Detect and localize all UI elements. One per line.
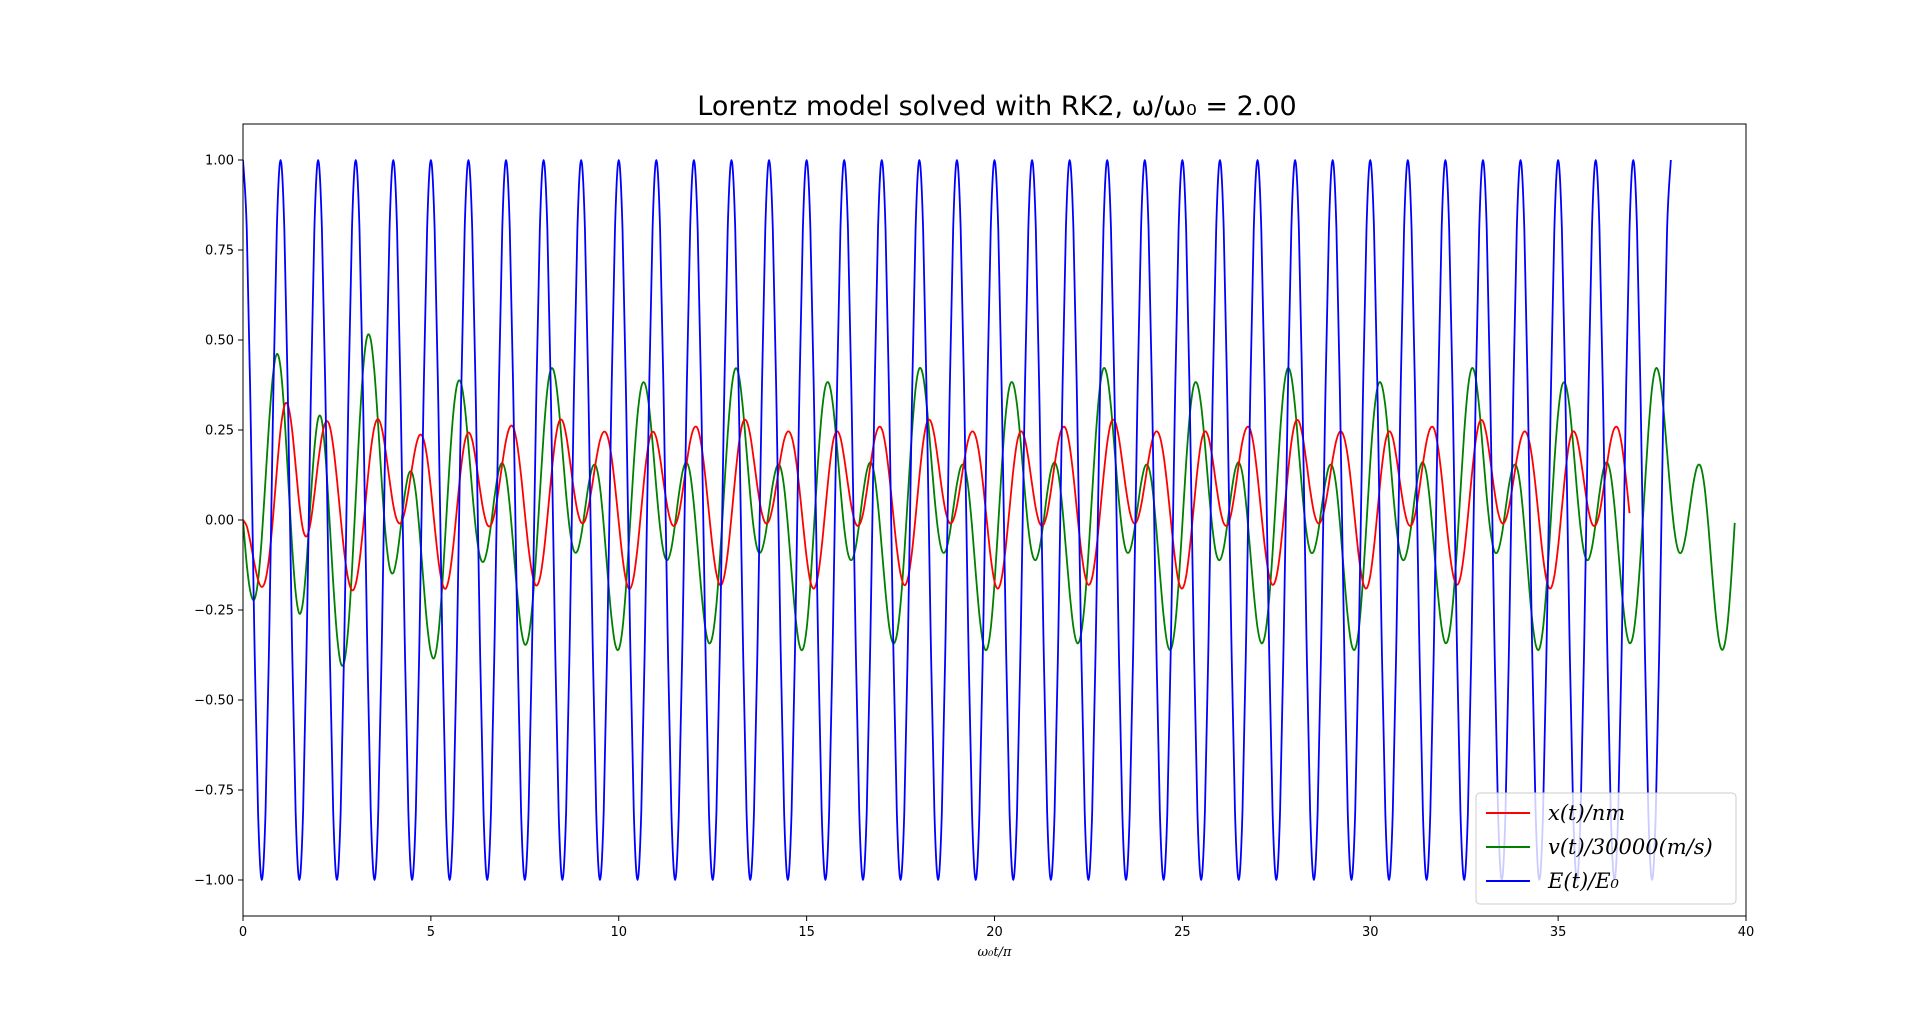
x-tick-label: 30 [1362,925,1379,940]
y-tick-label: 1.00 [205,154,234,169]
legend-label-e: E(t)/E₀ [1547,869,1620,893]
legend-label-v: v(t)/30000(m/s) [1548,835,1713,859]
y-tick-label: 0.00 [205,514,234,529]
chart-title: Lorentz model solved with RK2, ω/ω₀ = 2.… [697,91,1296,122]
x-tick-label: 0 [239,925,247,940]
y-tick-label: −0.25 [194,604,234,619]
x-axis-label: ω₀t/π [978,945,1012,960]
y-tick-label: 0.75 [205,244,234,259]
x-tick-label: 35 [1550,925,1567,940]
y-axis: −1.00 −0.75 −0.50 −0.25 0.00 0.25 0.50 0.75 1.00 [194,154,243,889]
legend: x(t)/nm v(t)/30000(m/s) E(t)/E₀ [1475,792,1737,905]
x-tick-label: 25 [1174,925,1191,940]
y-tick-label: −0.75 [194,784,234,799]
series-layer [243,159,1736,881]
y-tick-label: −0.50 [194,694,234,709]
y-tick-label: 0.25 [205,424,234,439]
x-tick-label: 5 [427,925,435,940]
legend-label-x: x(t)/nm [1548,801,1625,825]
y-tick-label: −1.00 [194,874,234,889]
x-tick-label: 15 [798,925,815,940]
x-tick-label: 10 [610,925,627,940]
x-tick-label: 20 [986,925,1003,940]
x-tick-label: 40 [1738,925,1755,940]
legend-box [1475,792,1737,905]
x-axis: 0 5 10 15 20 25 30 35 40 [239,916,1754,940]
y-tick-label: 0.50 [205,334,234,349]
series-line-2 [243,159,1672,881]
series-line-1 [243,333,1736,667]
